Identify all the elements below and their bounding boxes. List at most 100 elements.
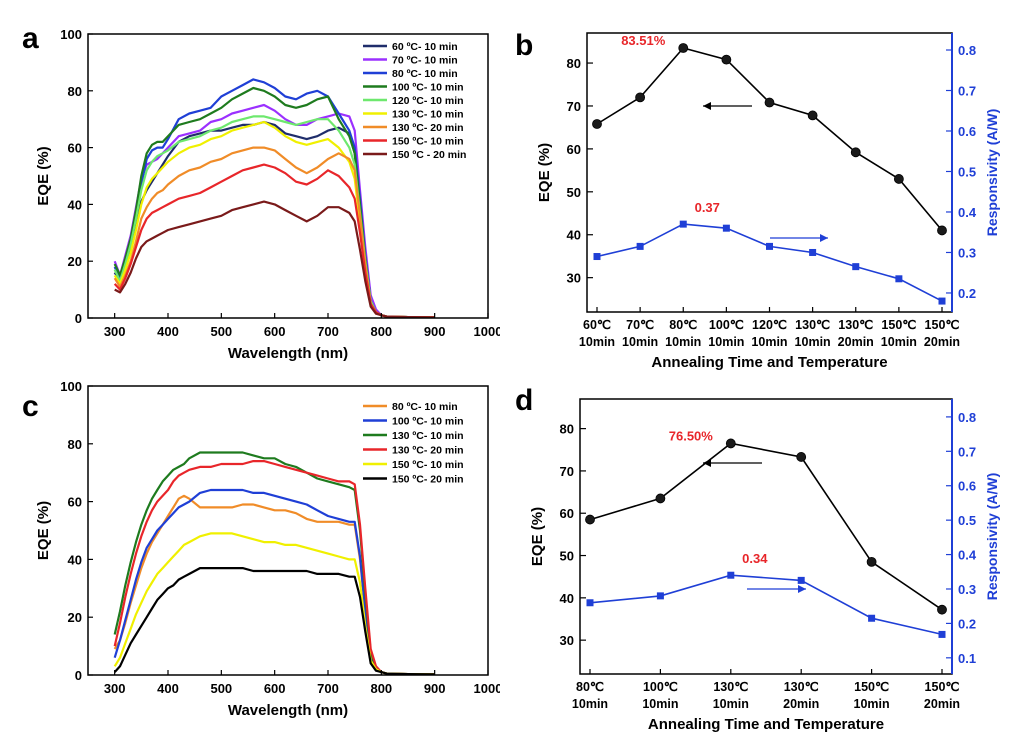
x-tick-label: 130℃ <box>713 680 748 694</box>
eqe-point <box>635 92 646 103</box>
y-tick-label: 40 <box>567 228 581 243</box>
eqe-point <box>850 147 861 158</box>
panel-a: a 300 400 500 600 700 800 900 1000 0 20 40 60 80 100 Wa… <box>0 0 500 368</box>
y-tick-label: 80 <box>560 422 574 437</box>
eqe-point <box>937 225 947 236</box>
x-tick-label: 600 <box>264 324 286 339</box>
y2-tick-label: 0.3 <box>958 245 976 260</box>
x-tick-label: 800 <box>370 324 392 339</box>
x-tick-label: 150℃ <box>854 680 889 694</box>
eqe-point <box>796 452 807 462</box>
x-tick-label: 300 <box>104 681 126 696</box>
x-tick-label: 150℃ <box>925 680 960 694</box>
eqe-point <box>585 514 595 525</box>
x-tick-label: 120℃ <box>752 318 787 332</box>
x-tick-label: 10min <box>579 335 615 349</box>
legend-label: 150 ºC- 10 min <box>392 136 464 148</box>
x-tick-label: 20min <box>924 697 960 711</box>
plot-frame <box>579 398 953 675</box>
legend-label: 70 ºC- 10 min <box>392 55 458 67</box>
y-axis-label: EQE (%) <box>35 146 52 205</box>
responsivity-point <box>766 242 773 250</box>
eqe-point <box>807 110 818 121</box>
legend-label: 120 ºC- 10 min <box>392 95 464 107</box>
legend-label: 80 ºC- 10 min <box>392 401 458 413</box>
y-tick-label: 60 <box>567 142 581 157</box>
x-tick-label: 10min <box>708 335 744 349</box>
x-tick-label: 100℃ <box>709 318 744 332</box>
x-tick-label: 60℃ <box>583 318 611 332</box>
y-tick-label: 80 <box>68 84 82 99</box>
y2-tick-label: 0.5 <box>958 164 976 179</box>
series-line <box>113 103 435 319</box>
legend-label: 130 ºC- 10 min <box>392 109 464 121</box>
legend-label: 60 ºC- 10 min <box>392 41 458 53</box>
eqe-point <box>866 556 877 567</box>
responsivity-point <box>938 630 946 638</box>
responsivity-point <box>656 592 664 600</box>
y-tick-label: 60 <box>68 495 82 510</box>
x-tick-label: 130℃ <box>838 318 873 332</box>
y2-tick-label: 0.7 <box>958 444 976 459</box>
legend-label: 150 ºC- 10 min <box>392 459 464 471</box>
legend-label: 130 ºC- 10 min <box>392 430 464 442</box>
y-tick-label: 60 <box>560 506 574 521</box>
x-tick-label: 20min <box>783 697 819 711</box>
y-tick-label: 40 <box>560 591 574 606</box>
y2-axis-label: Responsivity (A/W) <box>984 473 1000 601</box>
x-tick-label: 10min <box>622 335 658 349</box>
series-line <box>113 532 435 676</box>
x-tick-label: 900 <box>424 681 446 696</box>
x-tick-label: 700 <box>317 681 339 696</box>
responsivity-point <box>586 599 594 607</box>
x-axis-label: Wavelength (nm) <box>228 702 348 719</box>
legend-label: 100 ºC- 10 min <box>392 416 464 428</box>
y2-tick-label: 0.6 <box>958 124 976 139</box>
x-tick-label: 10min <box>854 697 890 711</box>
x-tick-label: 10min <box>642 697 678 711</box>
series-line <box>113 494 435 676</box>
y2-tick-label: 0.1 <box>958 651 976 666</box>
x-tick-label: 800 <box>370 681 392 696</box>
x-tick-label: 10min <box>795 335 831 349</box>
y-tick-label: 40 <box>68 197 82 212</box>
eqe-point <box>721 54 732 65</box>
x-tick-label: 10min <box>751 335 787 349</box>
panel-c: c 300 400 500 600 700 800 900 1000 0 20 40 60 80 100 Wa… <box>0 368 500 736</box>
legend-label: 100 ºC- 10 min <box>392 82 464 94</box>
responsivity-arrow-head <box>820 234 828 242</box>
x-tick-label: 130℃ <box>795 318 830 332</box>
y-tick-label: 20 <box>68 610 82 625</box>
responsivity-point <box>809 248 817 256</box>
panel-letter: a <box>22 22 39 55</box>
x-tick-label: 700 <box>317 324 339 339</box>
responsivity-point <box>727 571 735 579</box>
y2-tick-label: 0.2 <box>958 616 976 631</box>
x-axis-label: Wavelength (nm) <box>228 345 348 362</box>
series-line <box>113 78 435 319</box>
y-tick-label: 70 <box>560 464 574 479</box>
eqe-point <box>678 43 689 53</box>
x-tick-label: 10min <box>713 697 749 711</box>
legend-label: 130 ºC- 20 min <box>392 122 464 134</box>
x-tick-label: 150℃ <box>925 318 960 332</box>
y-tick-label: 20 <box>68 254 82 269</box>
plot-frame <box>586 32 953 313</box>
series-line <box>113 488 435 676</box>
x-tick-label: 300 <box>104 324 126 339</box>
series-group <box>113 451 435 676</box>
y-tick-label: 80 <box>68 437 82 452</box>
responsivity-line <box>589 574 943 636</box>
x-tick-label: 400 <box>157 324 179 339</box>
y2-tick-label: 0.7 <box>958 84 976 99</box>
plot-frame <box>87 33 489 319</box>
y-tick-label: 40 <box>68 552 82 567</box>
x-tick-label: 80℃ <box>576 680 604 694</box>
eqe-point <box>725 438 736 449</box>
y-axis-label: EQE (%) <box>35 501 52 560</box>
responsivity-arrow-head <box>798 585 806 593</box>
y-tick-label: 0 <box>75 668 82 683</box>
panel-letter: d <box>515 384 533 417</box>
